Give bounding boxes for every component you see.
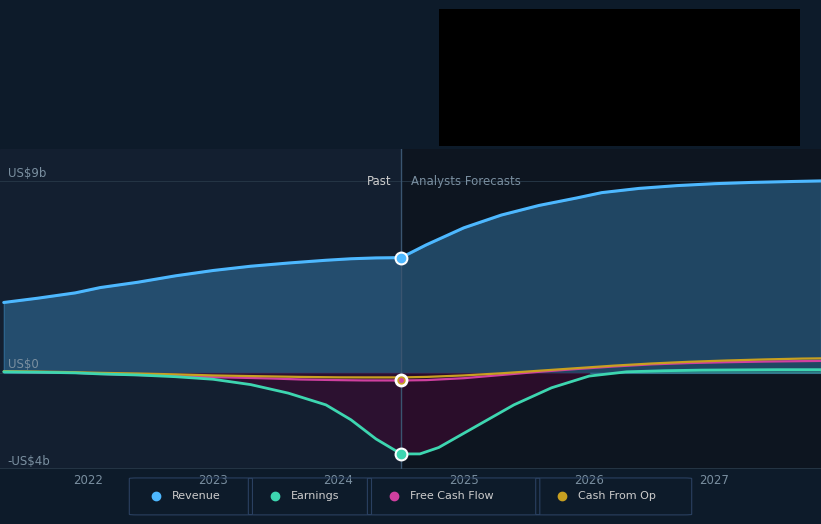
Text: Free Cash Flow: Free Cash Flow (452, 73, 530, 83)
Text: -US$357.400m /yr: -US$357.400m /yr (636, 73, 731, 83)
Text: Jun 30 2024: Jun 30 2024 (447, 16, 531, 29)
Text: -US$3.800b /yr: -US$3.800b /yr (636, 46, 714, 56)
Text: Earnings: Earnings (452, 46, 497, 56)
Text: US$5.403b /yr: US$5.403b /yr (636, 18, 711, 28)
Text: Free Cash Flow: Free Cash Flow (410, 492, 493, 501)
Text: US$0: US$0 (7, 358, 39, 371)
Text: Analysts Forecasts: Analysts Forecasts (411, 174, 521, 188)
Text: -US$4b: -US$4b (7, 455, 50, 468)
Bar (401, 149, 821, 469)
Bar (0, 149, 401, 469)
Text: US$9b: US$9b (7, 167, 46, 180)
Text: Revenue: Revenue (452, 18, 497, 28)
Text: Cash From Op: Cash From Op (579, 492, 656, 501)
Text: Cash From Op: Cash From Op (452, 101, 525, 111)
Text: -US$212.100m /yr: -US$212.100m /yr (636, 101, 731, 111)
FancyBboxPatch shape (439, 9, 800, 146)
Text: Past: Past (366, 174, 391, 188)
Text: Earnings: Earnings (291, 492, 340, 501)
Text: Revenue: Revenue (172, 492, 221, 501)
